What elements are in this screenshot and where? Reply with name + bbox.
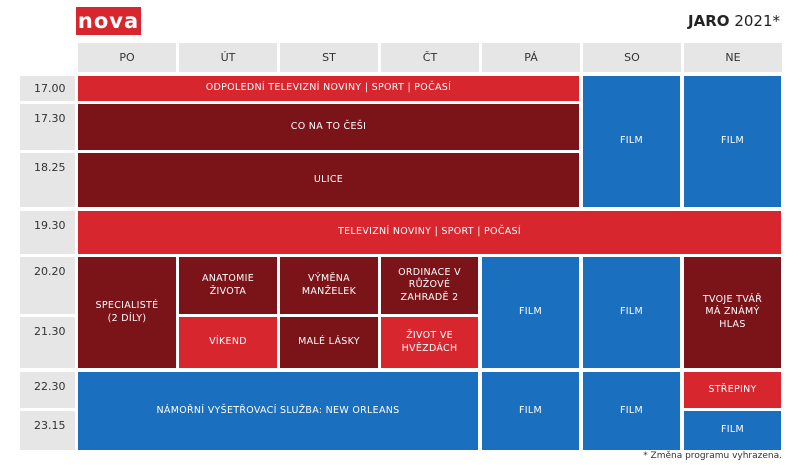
- logo: nova: [76, 7, 141, 35]
- program: STŘEPINY: [684, 372, 781, 408]
- year: 2021*: [734, 12, 780, 30]
- program: CO NA TO ČEŠI: [78, 104, 579, 150]
- time: 18.25: [20, 153, 75, 207]
- day: NE: [684, 43, 782, 72]
- day: PO: [78, 43, 176, 72]
- program: SPECIALISTÉ (2 DÍLY): [78, 257, 176, 368]
- day: ST: [280, 43, 378, 72]
- footnote: * Změna programu vyhrazena.: [643, 451, 782, 461]
- program: FILM: [482, 372, 579, 450]
- program: FILM: [482, 257, 579, 368]
- time: 17.00: [20, 76, 75, 101]
- program: VÍKEND: [179, 317, 277, 368]
- day: PÁ: [482, 43, 580, 72]
- time: 21.30: [20, 317, 75, 368]
- day: SO: [583, 43, 681, 72]
- program: ORDINACE V RŮŽOVÉ ZAHRADĚ 2: [381, 257, 478, 314]
- time: 23.15: [20, 411, 75, 450]
- time: 20.20: [20, 257, 75, 314]
- program: ANATOMIE ŽIVOTA: [179, 257, 277, 314]
- program: FILM: [583, 372, 680, 450]
- program: ŽIVOT VE HVĚZDÁCH: [381, 317, 478, 368]
- program: FILM: [684, 76, 781, 207]
- program: ULICE: [78, 153, 579, 207]
- program: ODPOLEDNÍ TELEVIZNÍ NOVINY | SPORT | POČ…: [78, 76, 579, 101]
- day: ČT: [381, 43, 479, 72]
- program: VÝMĚNA MANŽELEK: [280, 257, 378, 314]
- program: FILM: [684, 411, 781, 450]
- title: JARO 2021*: [688, 12, 780, 30]
- day: ÚT: [179, 43, 277, 72]
- program: NÁMOŘNÍ VYŠETŘOVACÍ SLUŽBA: NEW ORLEANS: [78, 372, 478, 450]
- program: FILM: [583, 257, 680, 368]
- season: JARO: [688, 12, 730, 30]
- program: MALÉ LÁSKY: [280, 317, 378, 368]
- time: 17.30: [20, 104, 75, 150]
- program: FILM: [583, 76, 680, 207]
- time: 22.30: [20, 372, 75, 408]
- program: TELEVIZNÍ NOVINY | SPORT | POČASÍ: [78, 211, 781, 254]
- time: 19.30: [20, 211, 75, 254]
- program: TVOJE TVÁŘ MÁ ZNÁMÝ HLAS: [684, 257, 781, 368]
